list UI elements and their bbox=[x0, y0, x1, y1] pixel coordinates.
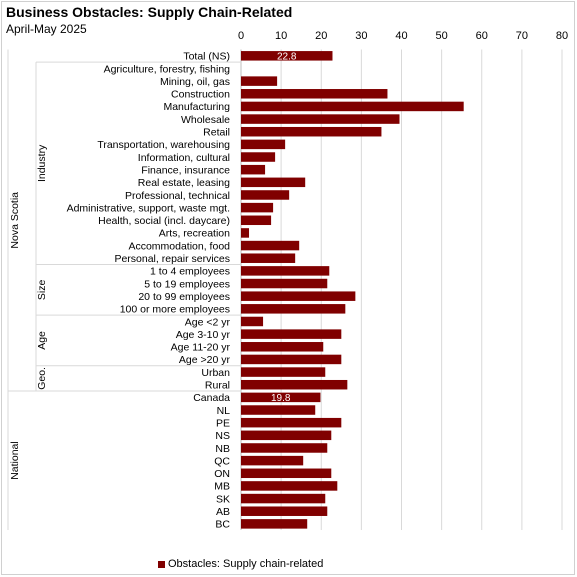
bar bbox=[241, 114, 400, 124]
category-label: Manufacturing bbox=[163, 101, 230, 113]
category-label: NL bbox=[217, 405, 231, 417]
category-label: Administrative, support, waste mgt. bbox=[67, 202, 230, 214]
bar bbox=[241, 304, 346, 314]
bar bbox=[241, 228, 250, 238]
category-label: Urban bbox=[201, 367, 230, 379]
category-label: ON bbox=[214, 468, 230, 480]
category-label: AB bbox=[216, 506, 230, 518]
category-label: NS bbox=[215, 430, 230, 442]
chart-subtitle: April-May 2025 bbox=[6, 22, 87, 36]
bar bbox=[241, 354, 342, 365]
category-label: Age 11-20 yr bbox=[171, 342, 231, 354]
x-tick-label: 40 bbox=[395, 30, 407, 42]
x-tick-label: 20 bbox=[315, 30, 327, 42]
category-label: Wholesale bbox=[181, 114, 230, 126]
bar bbox=[241, 278, 328, 289]
group-label: Industry bbox=[36, 144, 48, 182]
category-label: Total (NS) bbox=[183, 51, 230, 63]
bar bbox=[241, 493, 326, 504]
category-label: MB bbox=[214, 481, 230, 493]
category-label: Arts, recreation bbox=[159, 228, 230, 240]
bar bbox=[241, 405, 316, 415]
category-label: Accommodation, food bbox=[128, 240, 230, 252]
category-label: Retail bbox=[203, 127, 230, 139]
chart-title: Business Obstacles: Supply Chain-Related bbox=[6, 4, 293, 20]
category-label: Professional, technical bbox=[125, 190, 230, 202]
category-label: 1 to 4 employees bbox=[150, 266, 230, 278]
category-label: BC bbox=[215, 519, 230, 531]
bar bbox=[241, 215, 272, 226]
category-label: Age <2 yr bbox=[185, 316, 231, 328]
bar bbox=[241, 329, 342, 339]
bar bbox=[241, 202, 274, 213]
data-label: 19.8 bbox=[271, 393, 291, 404]
bar bbox=[241, 506, 328, 516]
category-label: Health, social (incl. daycare) bbox=[98, 215, 230, 227]
category-label: 100 or more employees bbox=[120, 304, 230, 316]
bar bbox=[241, 51, 333, 61]
category-label: Transportation, warehousing bbox=[97, 139, 230, 151]
bar bbox=[241, 76, 278, 86]
bar bbox=[241, 443, 328, 453]
category-label: SK bbox=[216, 493, 230, 505]
category-label: Rural bbox=[205, 380, 230, 392]
category-label: Age >20 yr bbox=[179, 354, 231, 366]
bar bbox=[241, 519, 308, 529]
bar bbox=[241, 177, 306, 188]
x-tick-label: 30 bbox=[355, 30, 367, 42]
bar bbox=[241, 139, 286, 150]
category-label: Mining, oil, gas bbox=[160, 76, 230, 88]
category-label: NB bbox=[215, 443, 230, 455]
category-label: PE bbox=[216, 417, 230, 429]
bar bbox=[241, 455, 304, 466]
category-label: Personal, repair services bbox=[114, 253, 230, 265]
data-label: 22.8 bbox=[277, 51, 297, 62]
bar bbox=[241, 266, 330, 276]
category-label: Age 3-10 yr bbox=[176, 329, 231, 341]
category-label: Construction bbox=[171, 89, 230, 101]
bar bbox=[241, 430, 332, 441]
bar bbox=[241, 342, 324, 352]
bar bbox=[241, 126, 382, 137]
category-label: Agriculture, forestry, fishing bbox=[104, 63, 231, 75]
category-label: Canada bbox=[193, 392, 230, 404]
category-label: 20 to 99 employees bbox=[138, 291, 230, 303]
bar bbox=[241, 101, 464, 112]
bar bbox=[241, 392, 321, 403]
bar bbox=[241, 89, 388, 99]
bar bbox=[241, 379, 348, 390]
legend: Obstacles: Supply chain-related bbox=[158, 558, 323, 570]
x-tick-label: 80 bbox=[556, 30, 568, 42]
bar bbox=[241, 417, 342, 428]
bar bbox=[241, 164, 266, 175]
group-label: Age bbox=[36, 331, 48, 350]
x-tick-label: 0 bbox=[238, 30, 244, 42]
bar bbox=[241, 190, 290, 200]
category-label: QC bbox=[214, 455, 230, 467]
category-label: Real estate, leasing bbox=[138, 177, 230, 189]
bar bbox=[241, 253, 296, 263]
bar bbox=[241, 152, 276, 162]
bar bbox=[241, 291, 356, 301]
x-tick-label: 70 bbox=[516, 30, 528, 42]
legend-label: Obstacles: Supply chain-related bbox=[168, 558, 324, 570]
x-tick-label: 10 bbox=[275, 30, 287, 42]
outer-group-label: National bbox=[9, 441, 21, 480]
bar bbox=[241, 468, 332, 479]
group-label: Size bbox=[36, 279, 48, 300]
outer-group-label: Nova Scotia bbox=[9, 192, 21, 249]
bar bbox=[241, 240, 300, 251]
legend-swatch bbox=[158, 560, 165, 568]
category-label: 5 to 19 employees bbox=[144, 278, 230, 290]
category-label: Information, cultural bbox=[138, 152, 230, 164]
bar bbox=[241, 367, 326, 377]
category-label: Finance, insurance bbox=[141, 164, 230, 176]
x-tick-label: 60 bbox=[476, 30, 488, 42]
group-label: Geo. bbox=[36, 367, 48, 390]
x-tick-label: 50 bbox=[436, 30, 448, 42]
bar bbox=[241, 481, 338, 491]
bar bbox=[241, 316, 264, 327]
